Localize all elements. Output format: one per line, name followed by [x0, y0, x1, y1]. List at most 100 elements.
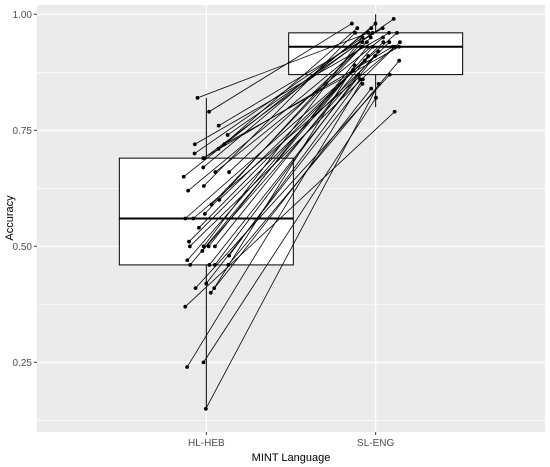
pair-line	[203, 32, 356, 187]
y-axis: 0.25 0.50 0.75 1.00	[13, 10, 37, 369]
pair-line	[187, 46, 363, 191]
y-tick-label: 0.25	[13, 358, 33, 369]
point-sl-eng	[351, 68, 356, 72]
point-hl-heb	[197, 225, 201, 230]
pair-line	[214, 74, 359, 266]
pair-line	[211, 37, 372, 205]
point-sl-eng	[355, 26, 360, 31]
point-hl-heb	[183, 304, 188, 309]
point-sl-eng	[369, 26, 374, 31]
point-hl-heb	[187, 239, 191, 244]
point-sl-eng	[381, 40, 386, 45]
point-hl-heb	[187, 244, 192, 249]
x-axis: HL-HEB SL-ENG	[188, 432, 395, 449]
pair-line	[218, 27, 358, 150]
point-sl-eng	[365, 44, 370, 49]
pair-line	[209, 55, 376, 266]
pair-line	[228, 79, 361, 256]
point-sl-eng	[373, 21, 378, 26]
point-sl-eng	[398, 40, 402, 45]
pair-line	[189, 41, 401, 247]
pair-line	[205, 83, 363, 284]
point-sl-eng	[376, 49, 381, 54]
point-hl-heb	[185, 258, 190, 263]
point-sl-eng	[387, 40, 392, 45]
point-sl-eng	[366, 54, 371, 58]
pair-line	[215, 37, 384, 173]
point-hl-heb	[186, 188, 191, 193]
point-hl-heb	[188, 263, 193, 267]
point-hl-heb	[216, 123, 221, 128]
point-hl-heb	[225, 133, 230, 137]
point-hl-heb	[192, 142, 197, 147]
point-sl-eng	[365, 40, 369, 45]
point-hl-heb	[201, 156, 206, 161]
point-hl-heb	[192, 151, 197, 156]
box-iqr	[118, 157, 294, 266]
point-sl-eng	[360, 35, 365, 40]
point-hl-heb	[204, 281, 209, 286]
point-sl-eng	[391, 17, 396, 21]
point-sl-eng	[374, 95, 378, 100]
point-hl-heb	[207, 109, 211, 114]
point-hl-heb	[201, 184, 206, 188]
point-sl-eng	[358, 77, 363, 82]
data-points	[181, 17, 402, 411]
point-hl-heb	[183, 216, 188, 221]
point-hl-heb	[209, 202, 214, 207]
point-sl-eng	[356, 72, 361, 77]
point-sl-eng	[395, 30, 399, 35]
point-sl-eng	[353, 30, 358, 35]
point-hl-heb	[203, 406, 208, 411]
point-sl-eng	[369, 86, 374, 91]
pair-line	[197, 32, 369, 99]
point-sl-eng	[397, 44, 401, 49]
point-sl-eng	[360, 40, 365, 45]
point-hl-heb	[207, 263, 212, 267]
pair-line	[228, 41, 368, 173]
point-hl-heb	[222, 142, 227, 147]
pair-line	[210, 88, 372, 294]
pair-line	[227, 60, 400, 266]
pair-line	[208, 46, 368, 247]
point-hl-heb	[201, 360, 206, 365]
y-tick-label: 1.00	[13, 10, 33, 21]
pair-line	[185, 32, 398, 219]
y-tick-label: 0.75	[13, 126, 33, 137]
point-sl-eng	[360, 82, 365, 86]
point-hl-heb	[227, 170, 231, 174]
point-sl-eng	[390, 44, 395, 49]
point-hl-heb	[213, 263, 217, 267]
point-hl-heb	[213, 244, 217, 249]
pair-line	[184, 111, 395, 307]
pair-line	[224, 46, 400, 145]
point-hl-heb	[213, 170, 218, 174]
point-hl-heb	[193, 286, 198, 291]
point-sl-eng	[376, 82, 381, 86]
y-axis-title: Accuracy	[4, 195, 16, 241]
point-sl-eng	[381, 35, 385, 40]
pair-line	[202, 23, 376, 168]
pair-line	[203, 97, 377, 363]
point-hl-heb	[226, 263, 231, 267]
point-hl-heb	[208, 290, 213, 295]
point-sl-eng	[368, 35, 373, 40]
pair-line	[208, 23, 353, 113]
point-hl-heb	[181, 174, 186, 179]
point-sl-eng	[359, 44, 364, 49]
y-tick-label: 0.50	[13, 242, 33, 253]
point-hl-heb	[206, 244, 211, 249]
point-sl-eng	[380, 26, 385, 31]
point-hl-heb	[191, 216, 196, 221]
point-sl-eng	[352, 63, 357, 68]
paired-lines	[183, 18, 401, 409]
point-hl-heb	[200, 249, 205, 253]
point-hl-heb	[217, 198, 222, 202]
point-hl-heb	[201, 244, 206, 249]
point-sl-eng	[366, 30, 371, 35]
point-hl-heb	[185, 365, 190, 369]
point-hl-heb	[216, 146, 221, 151]
point-sl-eng	[387, 30, 391, 35]
x-tick-label: HL-HEB	[188, 438, 225, 449]
point-sl-eng	[392, 109, 397, 114]
